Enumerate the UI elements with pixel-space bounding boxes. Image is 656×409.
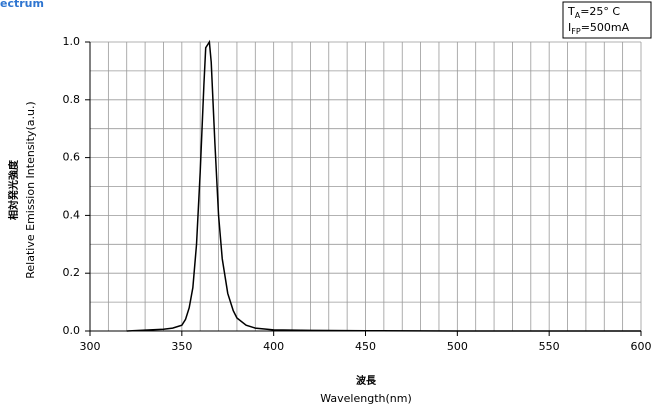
- x-tick-label: 550: [539, 340, 560, 353]
- x-tick-label: 600: [631, 340, 652, 353]
- line: [126, 39, 641, 332]
- y-axis-label: 相対発光強度: [7, 159, 20, 220]
- y-tick-label: 0.0: [63, 324, 81, 337]
- y-tick-label: 0.8: [63, 93, 81, 106]
- x-axis-label: 波長: [356, 374, 377, 387]
- y-tick-label: 0.4: [63, 208, 81, 221]
- y-tick-label: 0.2: [63, 266, 81, 279]
- annotation: TA=25° C: [567, 5, 620, 20]
- x-axis-label: Wavelength(nm): [320, 392, 412, 405]
- annotation: IFP=500mA: [568, 21, 630, 36]
- y-axis-label: Relative Emission Intensity(a.u.): [24, 101, 37, 278]
- x-tick-label: 400: [263, 340, 284, 353]
- x-tick-label: 300: [80, 340, 101, 353]
- x-tick-label: 500: [447, 340, 468, 353]
- x-tick-label: 350: [171, 340, 192, 353]
- y-tick-label: 0.6: [63, 151, 81, 164]
- y-tick-label: 1.0: [63, 35, 81, 48]
- x-tick-label: 450: [355, 340, 376, 353]
- chart-title: ectrum: [0, 0, 44, 10]
- annotation-box: [562, 1, 652, 39]
